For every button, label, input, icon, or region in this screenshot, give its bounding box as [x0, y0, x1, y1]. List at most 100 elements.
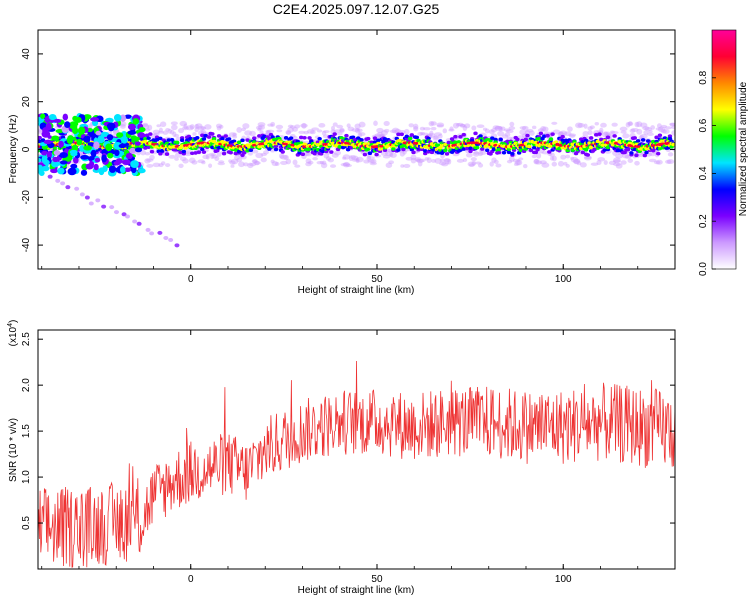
spectrogram-cell	[557, 160, 565, 167]
spectrogram-cell	[204, 124, 212, 130]
spectrogram-cell	[292, 159, 298, 166]
spectrogram-cell	[181, 149, 187, 154]
spectrogram-cell	[316, 129, 323, 133]
spectrogram-cell	[347, 126, 355, 132]
spectrogram-cell	[493, 159, 499, 164]
spectrogram-cell	[149, 231, 155, 236]
spectrogram-cell	[348, 155, 353, 162]
spectrogram-y-tick-label: 0	[21, 146, 32, 152]
spectrogram-x-tick-label: 100	[555, 274, 572, 285]
spectrogram-cell	[600, 143, 606, 147]
spectrogram-cell	[536, 152, 542, 159]
spectrogram-cell	[329, 150, 334, 154]
spectrogram-cell	[594, 133, 599, 137]
snr-y-tick-label: 2.5	[21, 332, 32, 346]
spectrogram-cell	[603, 160, 608, 165]
snr-frame	[37, 329, 676, 570]
spectrogram-cell	[660, 124, 668, 128]
spectrogram-cell	[599, 127, 604, 134]
spectrogram-cell	[629, 128, 636, 134]
spectrogram-cell	[195, 123, 203, 129]
spectrogram-cell	[537, 128, 544, 133]
spectrogram-cell	[567, 126, 573, 132]
spectrogram-cell	[471, 160, 477, 166]
spectrogram-cell	[498, 126, 503, 132]
spectrogram-cell	[274, 161, 280, 166]
spectrogram-cell	[283, 154, 289, 161]
spectrogram-cell	[635, 139, 641, 143]
spectrogram-cell	[300, 123, 308, 128]
spectrogram-cell	[93, 163, 99, 171]
spectrogram-cell	[468, 146, 473, 151]
spectrogram-cell	[172, 131, 177, 138]
spectrogram-cell	[333, 129, 342, 133]
spectrogram-cell	[540, 126, 547, 132]
spectrogram-cell	[77, 126, 86, 135]
spectrogram-cell	[169, 129, 175, 135]
spectrogram-cell	[320, 149, 326, 153]
spectrogram-cell	[88, 201, 94, 206]
spectrogram-cell	[229, 160, 236, 165]
spectrogram-cell	[312, 151, 317, 156]
spectrogram-cell	[192, 132, 197, 136]
spectrogram-cell	[267, 123, 274, 127]
spectrogram-cell	[53, 118, 62, 123]
spectrogram-cell	[280, 150, 285, 154]
spectrogram-cell	[260, 157, 267, 163]
spectrogram-cell	[189, 124, 195, 130]
spectrogram-cell	[508, 126, 516, 131]
spectrogram-cell	[640, 122, 648, 128]
spectrogram-cell	[424, 157, 430, 161]
spectrogram-cell	[514, 159, 523, 166]
spectrogram-cell	[174, 140, 180, 145]
spectrogram-cell	[45, 122, 52, 131]
spectrogram-cell	[496, 150, 502, 155]
spectrogram-cell	[385, 162, 393, 168]
spectrogram-cell	[132, 219, 138, 224]
spectrogram-cell	[589, 125, 595, 130]
spectrogram-cell	[84, 195, 90, 200]
spectrogram-cell	[597, 132, 602, 136]
spectrogram-cell	[208, 152, 217, 157]
spectrogram-cell	[600, 122, 607, 128]
spectrogram-cell	[98, 167, 105, 176]
spectrogram-cell	[426, 157, 432, 164]
snr-x-label: Height of straight line (km)	[298, 585, 415, 596]
spectrogram-cell	[301, 122, 307, 129]
spectrogram-cell	[79, 192, 85, 197]
spectrogram-cell	[58, 140, 64, 148]
spectrogram-cell	[385, 150, 393, 157]
spectrogram-cell	[355, 128, 361, 134]
spectrogram-cell	[206, 135, 212, 139]
spectrogram-cell	[439, 158, 446, 163]
spectrogram-cell	[381, 140, 386, 144]
spectrogram-cell	[306, 129, 315, 134]
spectrogram-cell	[257, 122, 266, 127]
spectrogram-cell	[278, 153, 285, 159]
spectrogram-cell	[479, 151, 487, 156]
spectrogram-cell	[629, 151, 634, 155]
snr-y-tick-label: 2.0	[21, 378, 32, 392]
spectrogram-cell	[228, 159, 233, 163]
spectrogram-cell	[95, 198, 101, 203]
spectrogram-cell	[511, 146, 517, 150]
spectrogram-cell	[516, 159, 521, 166]
spectrogram-cell	[577, 123, 585, 128]
spectrogram-cell	[423, 127, 431, 131]
spectrogram-cell	[359, 138, 364, 142]
spectrogram-cell	[342, 154, 351, 160]
spectrogram-cell	[648, 151, 657, 157]
spectrogram-cell	[242, 162, 249, 167]
spectrogram-cell	[174, 243, 180, 248]
spectrogram-cell	[391, 127, 400, 134]
spectrogram-cell	[480, 147, 485, 151]
spectrogram-cell	[302, 136, 307, 140]
spectrogram-cell	[570, 148, 575, 152]
spectrogram-cell	[632, 147, 637, 152]
spectrogram-cell	[610, 131, 619, 135]
spectrogram-cell	[257, 134, 262, 138]
spectrogram-cell	[482, 127, 488, 131]
spectrogram-cell	[549, 152, 555, 158]
spectrogram-cell	[414, 157, 422, 162]
